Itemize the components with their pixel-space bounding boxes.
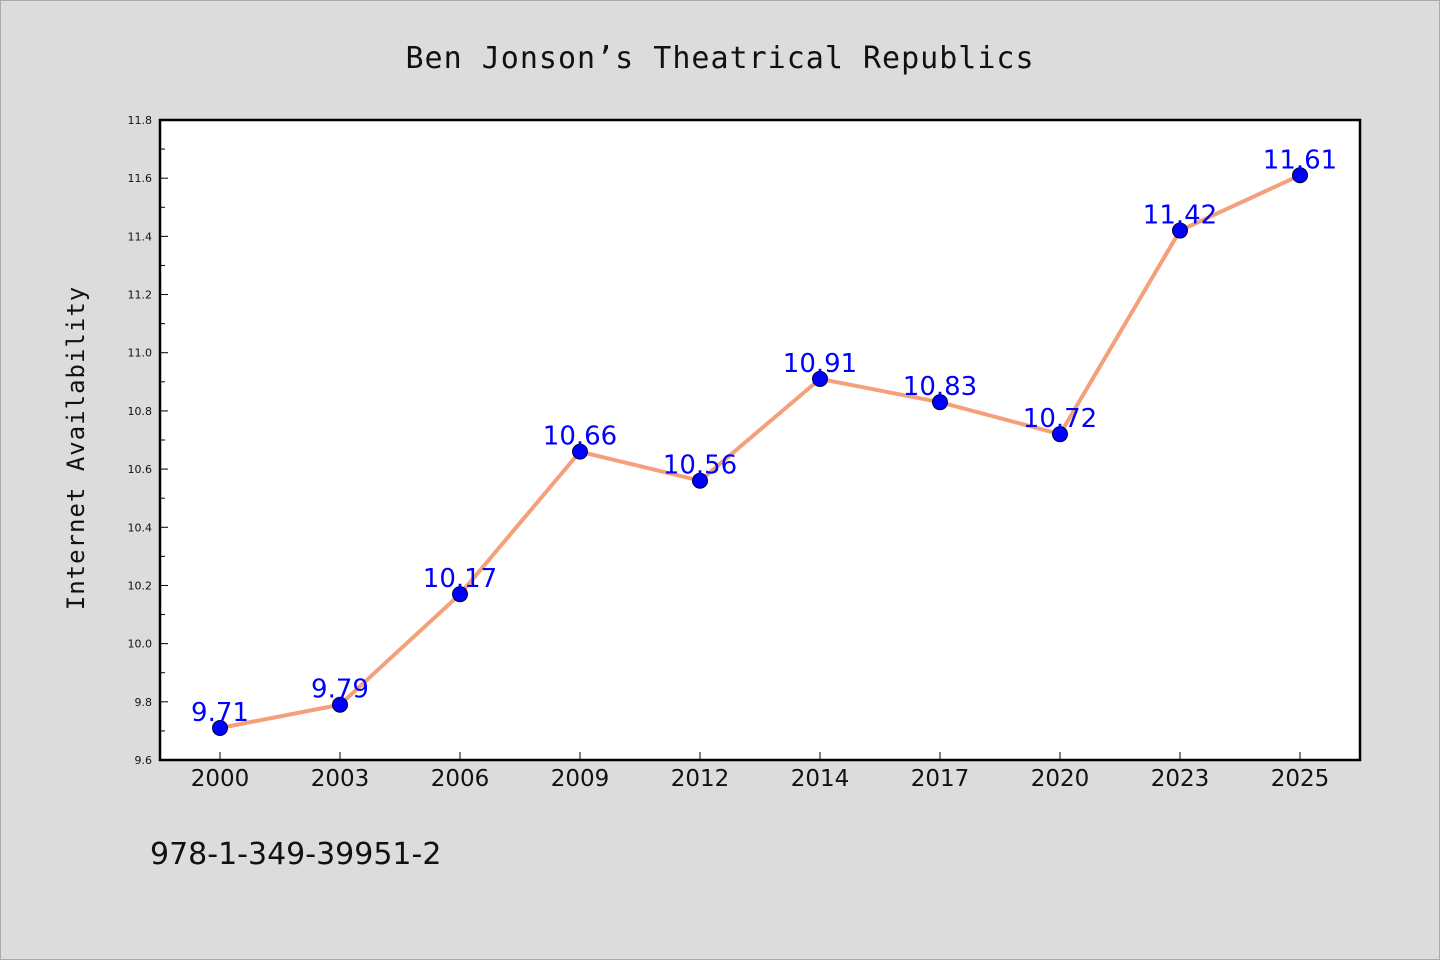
series-line-group [219,173,1301,730]
data-label: 10.56 [663,451,737,481]
y-tick-label: 9.6 [135,754,153,767]
data-point [812,370,828,387]
isbn-text: 978-1-349-39951-2 [150,837,441,872]
y-tick-label: 10.0 [128,638,153,651]
data-point [1052,426,1068,443]
y-axis-ticks: 9.6 9.8 10.0 10.2 10.4 10.6 10.8 11.0 11.2 11.4 11… [128,114,168,767]
data-label: 10.83 [903,372,977,402]
data-label: 10.72 [1023,404,1097,434]
y-tick-label: 10.2 [128,579,153,592]
x-tick-label: 2017 [911,766,970,792]
data-point [332,696,348,713]
data-label: 9.71 [191,698,249,728]
data-label: 11.42 [1143,201,1217,231]
plot-area [158,118,1362,762]
y-tick-label: 11.8 [128,114,153,127]
y-tick-label: 11.0 [128,347,153,360]
y-tick-label: 11.4 [128,230,153,243]
data-label: 10.17 [423,564,497,594]
x-tick-label: 2014 [791,766,850,792]
x-axis-ticks: 2000 2003 2006 2009 2012 2014 2017 2020 2023 2025 [191,752,1330,792]
x-tick-label: 2000 [191,766,250,792]
x-tick-label: 2012 [671,766,730,792]
y-tick-label: 10.8 [128,405,153,418]
x-tick-label: 2009 [551,766,610,792]
data-point [212,720,228,736]
data-label: 11.61 [1263,145,1337,175]
y-tick-label: 9.8 [135,696,153,709]
x-tick-label: 2025 [1271,766,1330,792]
y-tick-label: 11.2 [128,289,153,302]
y-axis-label: Internet Availability [62,286,90,610]
data-point [572,443,588,460]
x-tick-label: 2006 [431,766,490,792]
data-point [692,472,708,489]
y-tick-label: 10.4 [128,521,153,534]
data-label: 10.66 [543,422,617,452]
data-point-group [212,167,1308,736]
data-label: 9.79 [311,675,369,705]
y-tick-label: 10.6 [128,463,153,476]
x-tick-label: 2023 [1151,766,1210,792]
chart-title: Ben Jonson’s Theatrical Republics [405,41,1034,76]
x-tick-label: 2020 [1031,766,1090,792]
data-point [1292,167,1308,184]
data-label: 10.91 [783,349,857,379]
y-tick-label: 11.6 [128,172,153,185]
data-point [452,586,468,603]
data-label-group: 9.71 9.79 10.17 10.66 10.56 10.91 10.83 10.72 11… [191,145,1337,728]
series-line [219,173,1301,730]
data-point [1172,222,1188,239]
x-tick-label: 2003 [311,766,370,792]
data-point [932,394,948,411]
